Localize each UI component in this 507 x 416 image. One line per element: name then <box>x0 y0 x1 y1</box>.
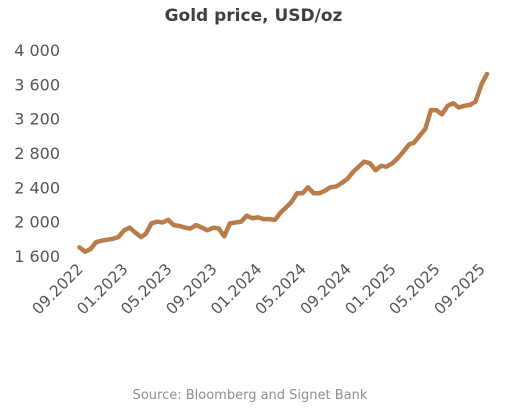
chart-title: Gold price, USD/oz <box>164 6 343 26</box>
y-tick-label: 2 400 <box>14 178 60 197</box>
gold-price-line <box>77 71 490 254</box>
y-tick-label: 3 600 <box>14 75 60 94</box>
y-tick-label: 2 800 <box>14 144 60 163</box>
y-tick-label: 4 000 <box>14 41 60 60</box>
y-tick-label: 3 200 <box>14 110 60 129</box>
x-axis-ticks: 09.202201.202305.202309.202301.202405.20… <box>29 260 489 318</box>
y-tick-label: 1 600 <box>14 247 60 266</box>
y-axis-ticks: 1 600 2 000 2 400 2 800 3 200 3 600 4 000 <box>14 41 60 266</box>
source-note: Source: Bloomberg and Signet Bank <box>132 388 368 403</box>
y-tick-label: 2 000 <box>14 213 60 232</box>
